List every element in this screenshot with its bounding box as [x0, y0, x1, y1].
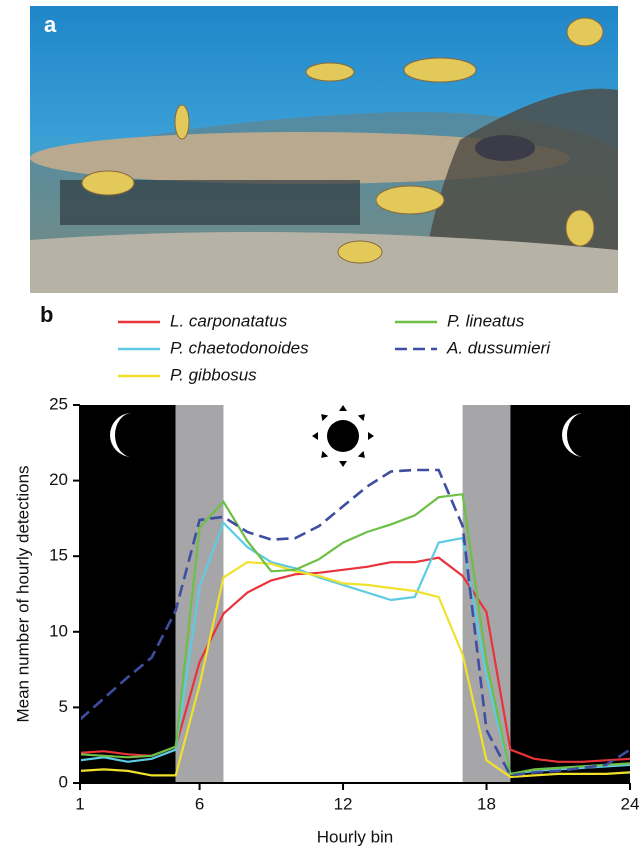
- sun-icon: [312, 405, 374, 467]
- sun-ray: [321, 414, 328, 421]
- shade-band: [510, 405, 630, 783]
- x-tick-label: 24: [621, 794, 640, 813]
- sun-ray: [339, 461, 347, 467]
- sun-ray: [368, 432, 374, 440]
- y-tick-label: 15: [49, 546, 68, 565]
- plot: 0 5 10 15 20 25 1 6 12 18 24 Hourly bin Mean number …: [13, 311, 639, 846]
- y-tick-label: 20: [49, 470, 68, 489]
- legend-label: P. gibbosus: [170, 365, 257, 384]
- figure: a b 0 5 10 15 20 25 1 6 12 18 24 Hourly bin Mean num…: [0, 0, 641, 856]
- sun-ray: [339, 405, 347, 411]
- panel-label: b: [40, 302, 53, 327]
- photo: [30, 6, 618, 293]
- x-tick-label: 12: [334, 794, 353, 813]
- sun-ray: [358, 414, 365, 421]
- x-tick-label: 6: [195, 794, 204, 813]
- y-tick-label: 0: [59, 772, 68, 791]
- sun-ray: [321, 451, 328, 458]
- x-tick-label: 18: [477, 794, 496, 813]
- legend-label: P. chaetodonoides: [170, 338, 309, 357]
- x-axis-label: Hourly bin: [317, 827, 394, 846]
- legend-label: L. carponatatus: [170, 311, 288, 330]
- sun-ray: [358, 451, 365, 458]
- sun-disc: [327, 420, 359, 452]
- x-tick-label: 1: [75, 794, 84, 813]
- legend-label: P. lineatus: [447, 311, 525, 330]
- panel-label: a: [44, 12, 57, 37]
- legend-label: A. dussumieri: [446, 338, 551, 357]
- shade-band: [80, 405, 176, 783]
- y-tick-label: 5: [59, 697, 68, 716]
- y-tick-label: 25: [49, 394, 68, 413]
- y-axis-label: Mean number of hourly detections: [13, 465, 32, 722]
- y-tick-label: 10: [49, 621, 68, 640]
- sun-ray: [312, 432, 318, 440]
